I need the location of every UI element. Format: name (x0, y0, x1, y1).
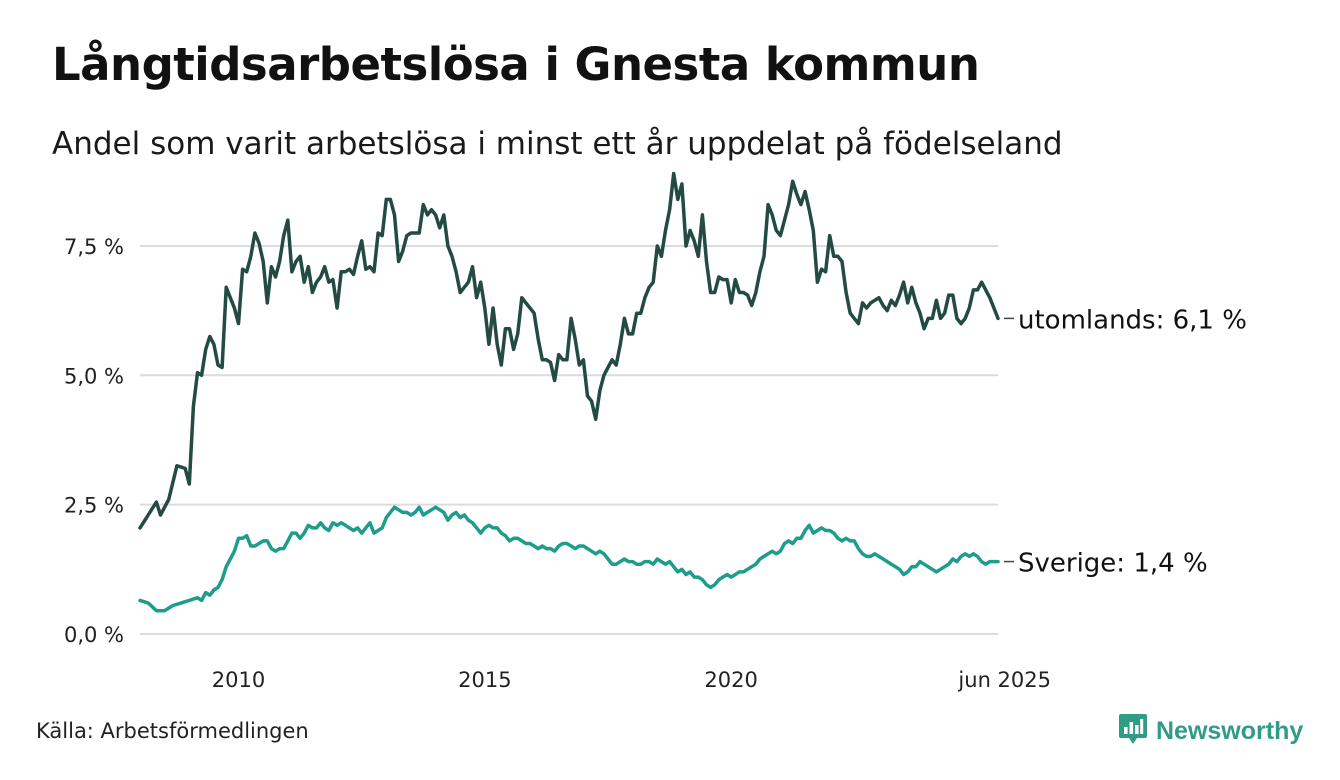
brand-name: Newsworthy (1156, 716, 1304, 745)
line-chart: 0,0 % 2,5 % 5,0 % 7,5 % 2010 2015 2020 jun 202… (64, 171, 1247, 692)
y-tick-label: 5,0 % (64, 364, 124, 388)
y-tick-label: 2,5 % (64, 494, 124, 518)
chart-subtitle: Andel som varit arbetslösa i minst ett å… (52, 126, 1063, 162)
source-note: Källa: Arbetsförmedlingen (36, 719, 309, 743)
x-tick-label: jun 2025 (957, 668, 1051, 692)
x-tick-label: 2020 (704, 668, 757, 692)
series-line-sverige (138, 505, 1000, 613)
y-axis-labels: 0,0 % 2,5 % 5,0 % 7,5 % (64, 235, 124, 647)
brand-logo: Newsworthy (1118, 713, 1303, 749)
series-label-sverige: Sverige: 1,4 % (1018, 549, 1208, 579)
series-label-utomlands: utomlands: 6,1 % (1018, 305, 1247, 335)
x-tick-label: 2015 (458, 668, 511, 692)
x-tick-label: 2010 (212, 668, 265, 692)
series-line-utomlands (138, 171, 1000, 530)
y-tick-label: 0,0 % (64, 623, 124, 647)
chart-title: Långtidsarbetslösa i Gnesta kommun (52, 38, 980, 91)
series-lines (138, 171, 1000, 613)
newsworthy-chart-icon (1118, 712, 1148, 750)
series-end-labels: utomlands: 6,1 % Sverige: 1,4 % (1004, 305, 1247, 579)
y-tick-label: 7,5 % (64, 235, 124, 259)
x-axis-labels: 2010 2015 2020 jun 2025 (212, 668, 1051, 692)
